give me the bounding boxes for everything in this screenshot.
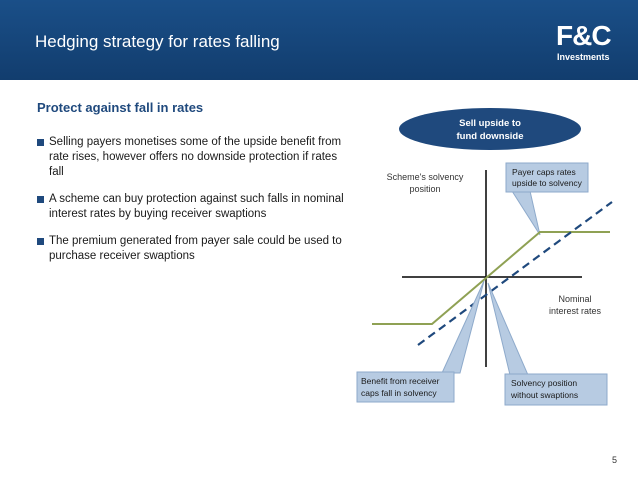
logo-subtext: Investments bbox=[557, 52, 610, 62]
bullet-square-icon bbox=[37, 238, 44, 245]
callout-receiver-line-2: caps fall in solvency bbox=[361, 388, 437, 398]
callout-payer-line-1: Payer caps rates bbox=[512, 167, 576, 177]
bullet-item: Selling payers monetises some of the ups… bbox=[37, 135, 347, 180]
callout-solvency-pointer bbox=[487, 282, 529, 376]
x-axis-label-line-1: Nominal bbox=[558, 294, 591, 304]
callout-solvency-line-2: without swaptions bbox=[510, 390, 578, 400]
callout-payer-box bbox=[505, 162, 589, 193]
bullet-list: Selling payers monetises some of the ups… bbox=[37, 135, 347, 276]
callout-solvency-line-1: Solvency position bbox=[511, 378, 577, 388]
bullet-text: The premium generated from payer sale co… bbox=[49, 235, 342, 262]
badge-line-2: fund downside bbox=[456, 131, 523, 142]
bullet-item: The premium generated from payer sale co… bbox=[37, 234, 347, 264]
badge-line-1: Sell upside to bbox=[459, 118, 521, 129]
fc-logo: F&C Investments bbox=[536, 20, 628, 64]
callout-payer-line-2: upside to solvency bbox=[512, 178, 583, 188]
section-subtitle: Protect against fall in rates bbox=[37, 100, 204, 115]
page-number: 5 bbox=[612, 455, 618, 465]
callout-receiver-box bbox=[356, 371, 455, 403]
logo-mark: F&C bbox=[556, 20, 612, 51]
capped-solvency-line bbox=[372, 231, 610, 325]
page-title: Hedging strategy for rates falling bbox=[35, 32, 280, 51]
y-axis-label-line-2: position bbox=[409, 184, 440, 194]
callout-receiver-line-1: Benefit from receiver bbox=[361, 376, 440, 386]
bullet-text: A scheme can buy protection against such… bbox=[49, 193, 344, 220]
badge-ellipse bbox=[399, 108, 581, 150]
bullet-text: Selling payers monetises some of the ups… bbox=[49, 136, 342, 178]
callout-receiver-pointer bbox=[441, 280, 485, 374]
callout-payer-pointer bbox=[511, 190, 541, 236]
callout-solvency-box bbox=[504, 373, 608, 406]
unhedged-solvency-line bbox=[417, 201, 613, 346]
bullet-item: A scheme can buy protection against such… bbox=[37, 192, 347, 222]
bullet-square-icon bbox=[37, 139, 44, 146]
x-axis-label-line-2: interest rates bbox=[549, 306, 602, 316]
header-bar: Hedging strategy for rates falling F&C I… bbox=[0, 0, 638, 80]
hedging-diagram: Sell upside to fund downside Scheme's so… bbox=[356, 108, 613, 406]
y-axis-label-line-1: Scheme's solvency bbox=[387, 172, 464, 182]
bullet-square-icon bbox=[37, 196, 44, 203]
